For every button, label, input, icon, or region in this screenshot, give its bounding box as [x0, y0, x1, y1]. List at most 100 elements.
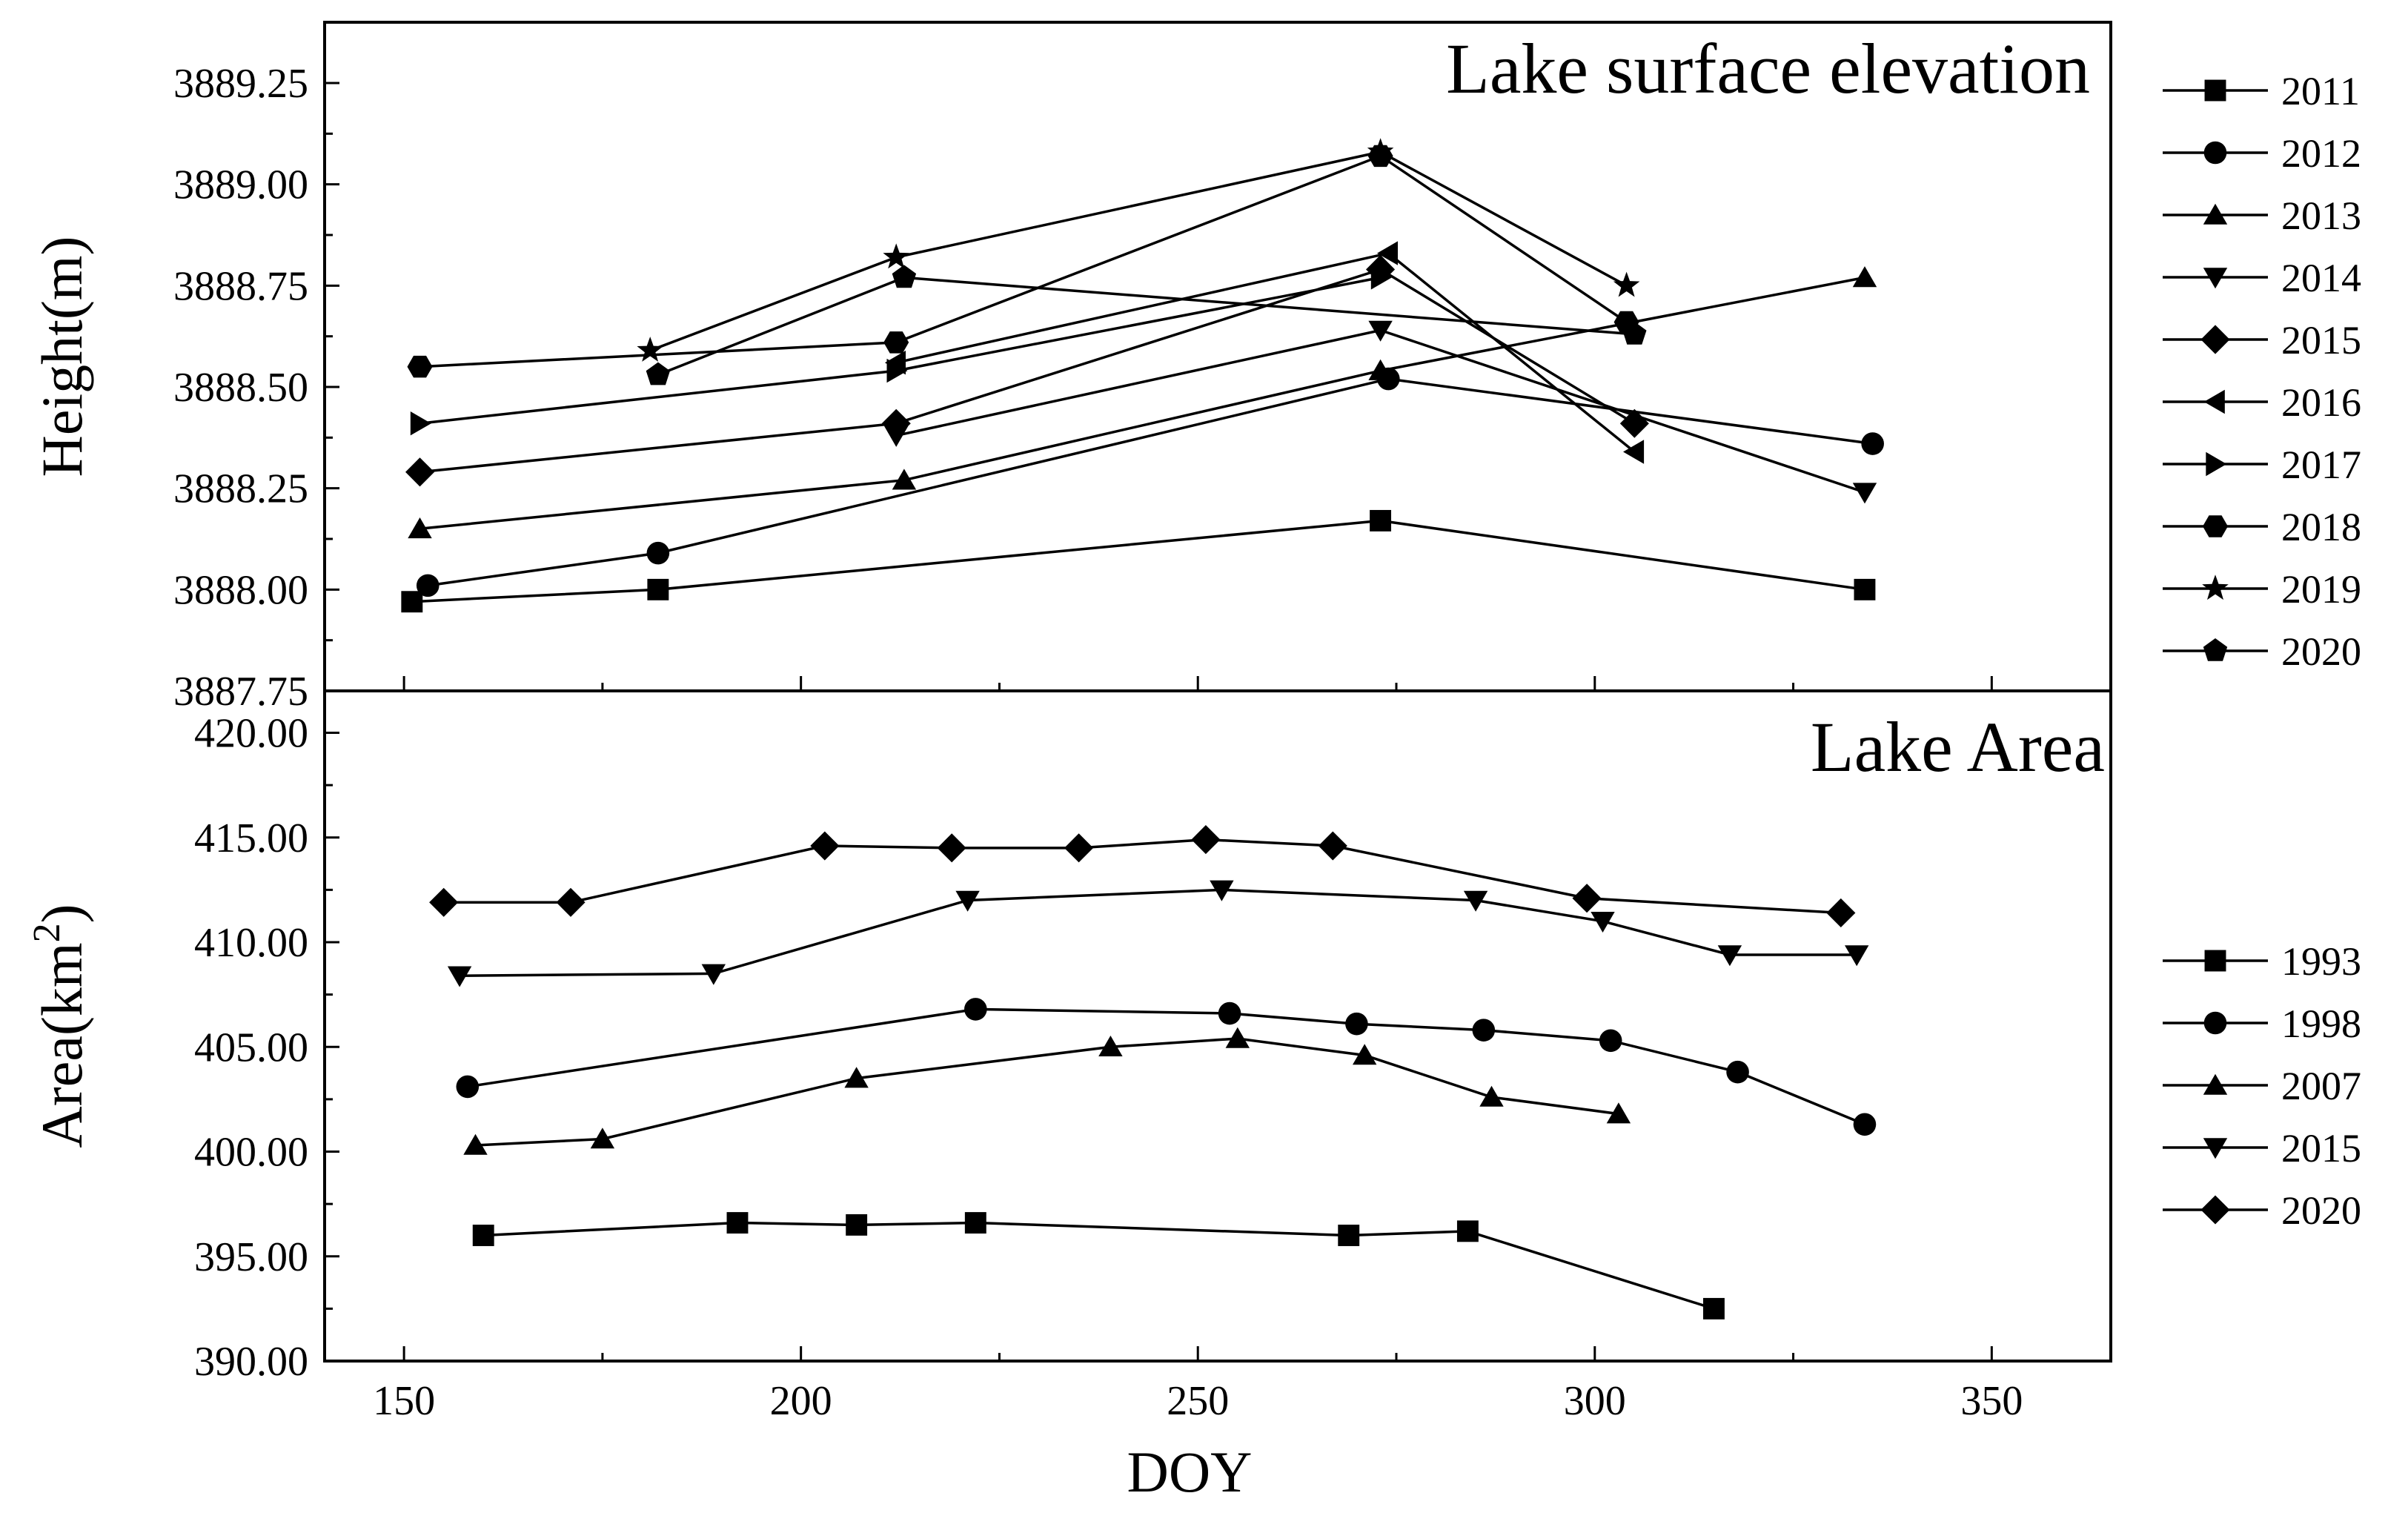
area-y-tick-label: 395.00	[194, 1234, 308, 1280]
elevation-point-2017	[410, 411, 431, 436]
elevation-legend-label: 2020	[2281, 629, 2361, 674]
elevation-legend-marker	[2203, 141, 2227, 165]
elevation-series-2014	[884, 320, 1877, 504]
elevation-point-2011	[647, 578, 669, 600]
elevation-legend-marker	[2203, 268, 2228, 289]
elevation-series-line-2013	[419, 276, 1865, 531]
area-legend-marker	[2203, 1138, 2228, 1159]
area-y-axis-title-main: Area(km	[30, 942, 94, 1148]
elevation-legend-label: 2014	[2281, 256, 2361, 300]
elevation-series-line-2015	[419, 268, 1636, 474]
area-legend-item-1993: 1993	[2163, 939, 2361, 984]
elevation-legend-label: 2012	[2281, 131, 2361, 176]
elevation-legend-label: 2019	[2281, 567, 2361, 612]
area-point-2015	[1591, 912, 1615, 933]
elevation-x-ticks	[402, 676, 1993, 691]
elevation-point-2016	[1377, 241, 1398, 265]
area-series-line-2015	[460, 888, 1857, 977]
elevation-legend-marker	[2203, 389, 2225, 414]
elevation-series-2020	[646, 265, 1647, 385]
elevation-plot-frame	[323, 21, 2112, 692]
elevation-point-2019	[1367, 138, 1394, 164]
elevation-point-2016	[1623, 440, 1645, 464]
elevation-series-line-2019	[649, 150, 1628, 352]
area-legend-label: 1998	[2281, 1002, 2361, 1046]
area-legend-item-2015: 2015	[2163, 1126, 2361, 1171]
area-y-axis-title-sup: 2	[26, 923, 68, 942]
elevation-point-2015	[1619, 408, 1649, 438]
elevation-legend-label: 2013	[2281, 193, 2361, 238]
elevation-series-line-2011	[411, 519, 1865, 603]
elevation-legend-item-2017: 2017	[2163, 443, 2361, 487]
area-legend-item-2020: 2020	[2163, 1188, 2361, 1233]
elevation-panel: Lake surface elevation Height(m) 3887.75…	[30, 21, 2361, 715]
elevation-series-line-2014	[895, 328, 1865, 494]
area-point-2007	[1225, 1027, 1250, 1048]
elevation-legend-item-2015: 2015	[2163, 318, 2361, 362]
area-y-axis-title: Area(km2)	[26, 904, 94, 1148]
area-point-2007	[1479, 1085, 1504, 1107]
elevation-series-2011	[401, 509, 1876, 613]
elevation-point-2020	[1622, 321, 1647, 345]
elevation-legend-item-2012: 2012	[2163, 131, 2361, 176]
elevation-point-2020	[892, 265, 917, 288]
area-y-tick-label: 405.00	[194, 1024, 308, 1070]
area-point-2015	[1210, 880, 1234, 901]
elevation-legend-marker	[2203, 203, 2228, 225]
elevation-panel-title: Lake surface elevation	[1446, 29, 2090, 108]
area-plot-frame	[323, 689, 2112, 1363]
area-point-1998	[1853, 1113, 1877, 1136]
elevation-series-group	[401, 138, 1884, 613]
area-point-1998	[1599, 1029, 1622, 1053]
area-point-2020	[1191, 825, 1221, 855]
area-series-2015	[447, 880, 1869, 987]
area-point-1993	[846, 1214, 868, 1236]
elevation-series-line-2012	[427, 377, 1873, 587]
area-point-2020	[556, 887, 586, 917]
area-y-tick-label: 410.00	[194, 920, 308, 966]
elevation-point-2012	[646, 541, 670, 565]
area-x-tick-label: 150	[373, 1378, 435, 1424]
area-point-2020	[1572, 884, 1602, 913]
area-point-2020	[429, 887, 459, 917]
area-point-1993	[726, 1212, 749, 1234]
elevation-legend-item-2014: 2014	[2163, 256, 2361, 300]
area-legend-item-1998: 1998	[2163, 1002, 2361, 1046]
area-point-2015	[1845, 945, 1869, 967]
elevation-legend-marker	[2202, 575, 2229, 600]
elevation-point-2017	[886, 358, 908, 383]
area-point-1993	[472, 1225, 494, 1246]
elevation-y-tick-label: 3888.75	[173, 263, 308, 309]
area-point-2015	[447, 966, 472, 987]
area-legend-marker	[2200, 1195, 2230, 1225]
area-series-1998	[456, 998, 1877, 1136]
area-series-line-1998	[467, 1007, 1865, 1126]
elevation-legend-item-2016: 2016	[2163, 380, 2361, 425]
area-point-1993	[1702, 1297, 1725, 1320]
elevation-point-2020	[646, 362, 670, 385]
elevation-legend-item-2020: 2020	[2163, 629, 2361, 674]
elevation-point-2013	[1852, 266, 1877, 288]
elevation-point-2018	[883, 331, 909, 354]
elevation-point-2011	[1854, 578, 1876, 600]
elevation-series-2017	[410, 265, 1392, 436]
elevation-point-2015	[881, 408, 911, 438]
elevation-y-tick-label: 3889.00	[173, 162, 308, 208]
area-point-2007	[590, 1128, 615, 1149]
elevation-series-line-2016	[895, 251, 1636, 453]
elevation-legend-label: 2016	[2281, 380, 2361, 425]
area-legend-label: 2020	[2281, 1188, 2361, 1233]
area-point-2015	[701, 964, 726, 985]
elevation-y-tick-label: 3888.25	[173, 466, 308, 512]
elevation-point-2019	[883, 243, 909, 269]
elevation-legend-item-2018: 2018	[2163, 505, 2361, 549]
elevation-point-2014	[1852, 483, 1877, 504]
elevation-legend-marker	[2203, 638, 2228, 661]
elevation-legend-item-2013: 2013	[2163, 193, 2361, 238]
area-legend-marker	[2203, 1073, 2228, 1095]
area-x-tick-label: 200	[770, 1378, 832, 1424]
elevation-point-2012	[416, 574, 440, 597]
area-point-1993	[1456, 1220, 1479, 1242]
